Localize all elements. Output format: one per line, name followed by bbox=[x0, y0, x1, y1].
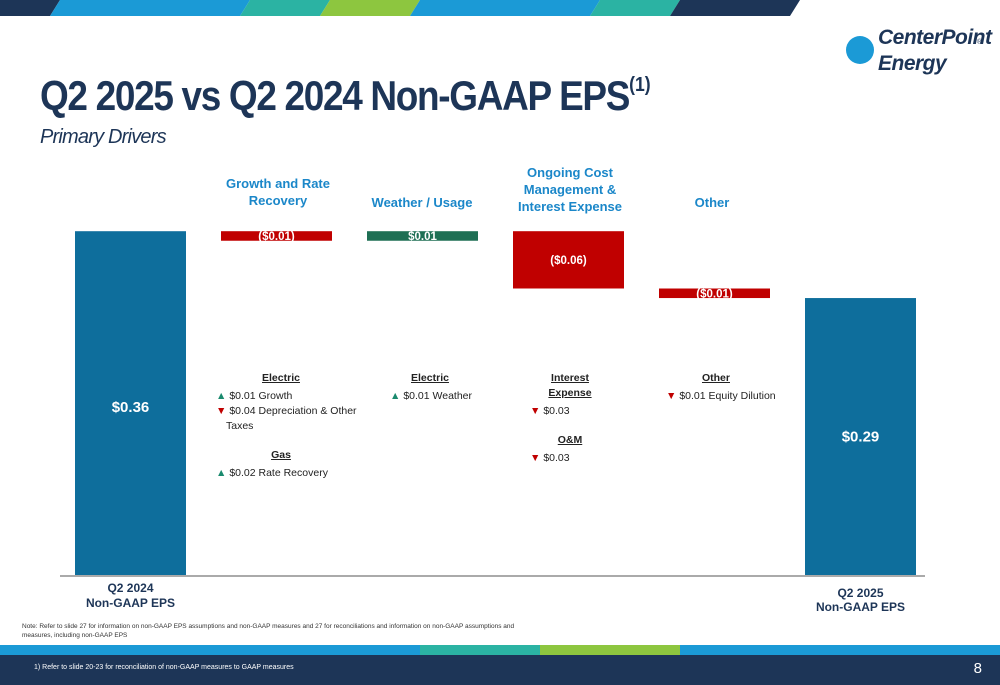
down-arrow-icon: ▼ bbox=[530, 405, 544, 417]
driver-item: ▼ $0.01 Equity Dilution bbox=[666, 389, 776, 404]
page-title: Q2 2025 vs Q2 2024 Non-GAAP EPS(1) bbox=[40, 72, 651, 120]
driver-item: ▲ $0.02 Rate Recovery bbox=[216, 466, 346, 481]
driver-group: Interest Expense ▼ $0.03 bbox=[530, 371, 610, 419]
category-header-weather-usage: Weather / Usage bbox=[357, 194, 487, 211]
driver-item-text: $0.03 bbox=[543, 405, 570, 417]
bar-label-step-2: $0.01 bbox=[408, 231, 437, 243]
driver-group-heading: Electric bbox=[262, 372, 300, 384]
page-subtitle: Primary Drivers bbox=[40, 126, 167, 148]
driver-item: ▲ $0.01 Growth bbox=[216, 389, 346, 404]
driver-item-text: $0.01 Equity Dilution bbox=[679, 390, 776, 402]
logo-circle-icon bbox=[846, 36, 874, 64]
driver-group-heading: O&M bbox=[557, 434, 583, 446]
up-arrow-icon: ▲ bbox=[390, 390, 404, 402]
driver-item: ▼ $0.04 Depreciation & Other bbox=[216, 404, 357, 419]
x-label-end-line1: Q2 2025 bbox=[837, 586, 883, 600]
centerpoint-energy-logo: CenterPoint Energy ® bbox=[846, 26, 992, 82]
driver-group-heading: Gas bbox=[271, 449, 291, 461]
category-header-line: Interest Expense bbox=[517, 199, 623, 214]
driver-item-text: $0.02 Rate Recovery bbox=[229, 467, 328, 479]
driver-details-weather-usage: Electric ▲ $0.01 Weather bbox=[390, 371, 472, 404]
page-number: 8 bbox=[973, 660, 982, 677]
driver-item: ▼ $0.03 bbox=[530, 404, 610, 419]
driver-item-text: $0.01 Weather bbox=[403, 390, 472, 402]
category-header-line: Ongoing Cost bbox=[527, 165, 613, 180]
up-arrow-icon: ▲ bbox=[216, 467, 230, 479]
driver-item: ▲ $0.01 Weather bbox=[390, 389, 472, 404]
driver-group-heading: Interest Expense bbox=[548, 372, 592, 399]
driver-item-text: $0.03 bbox=[543, 452, 570, 464]
category-header-line: Growth and Rate bbox=[225, 176, 330, 191]
driver-item-continuation: Taxes bbox=[226, 420, 254, 432]
driver-group: Electric ▲ $0.01 Weather bbox=[390, 371, 472, 404]
bar-label-start: $0.36 bbox=[112, 399, 150, 416]
driver-group: Electric ▲ $0.01 Growth ▼ $0.04 Depreciati… bbox=[216, 371, 357, 434]
down-arrow-icon: ▼ bbox=[530, 452, 544, 464]
category-header-line: Other bbox=[694, 195, 730, 210]
up-arrow-icon: ▲ bbox=[216, 390, 230, 402]
driver-group-heading: Electric bbox=[411, 372, 449, 384]
driver-group: Other ▼ $0.01 Equity Dilution bbox=[666, 371, 776, 404]
bar-step-2 bbox=[367, 231, 478, 241]
bar-step-1 bbox=[221, 231, 332, 241]
category-header-line: Management & bbox=[523, 182, 617, 197]
title-footnote-marker: (1) bbox=[629, 74, 651, 96]
disclaimer-note: Note: Refer to slide 27 for information … bbox=[22, 623, 515, 639]
bar-label-step-3: ($0.06) bbox=[550, 255, 587, 267]
driver-details-other: Other ▼ $0.01 Equity Dilution bbox=[666, 371, 776, 404]
bar-label-step-4: ($0.01) bbox=[696, 288, 733, 300]
bar-step-3 bbox=[513, 231, 624, 289]
bar-label-step-1: ($0.01) bbox=[258, 231, 295, 243]
logo-registered-mark: ® bbox=[977, 39, 983, 46]
bar-end-q2-2025 bbox=[805, 298, 916, 575]
down-arrow-icon: ▼ bbox=[216, 405, 230, 417]
footer-bar bbox=[0, 655, 1000, 685]
category-header-cost-management: Ongoing Cost Management & Interest Expense bbox=[505, 164, 635, 215]
bar-label-end: $0.29 bbox=[842, 429, 880, 446]
driver-item-text: $0.04 Depreciation & Other bbox=[229, 405, 357, 417]
driver-item-text: $0.01 Growth bbox=[229, 390, 293, 402]
driver-item: ▼ $0.03 bbox=[530, 451, 610, 466]
bar-step-4 bbox=[659, 288, 770, 299]
category-header-growth-rate-recovery: Growth and Rate Recovery bbox=[213, 175, 343, 209]
logo-text-line1: CenterPoint bbox=[878, 26, 992, 49]
category-header-line: Recovery bbox=[248, 193, 308, 208]
top-decorative-stripes bbox=[0, 0, 800, 16]
bottom-decorative-stripes bbox=[0, 645, 1000, 655]
x-label-end-line2: Non-GAAP EPS bbox=[816, 600, 905, 614]
footnote: 1) Refer to slide 20-23 for reconciliati… bbox=[34, 664, 294, 671]
bar-start-q2-2024 bbox=[75, 231, 186, 575]
driver-details-cost-management: Interest Expense ▼ $0.03 O&M ▼ $0.03 bbox=[530, 371, 610, 466]
page-title-text: Q2 2025 vs Q2 2024 Non-GAAP EPS bbox=[40, 72, 630, 119]
category-header-other: Other bbox=[647, 194, 777, 211]
driver-details-growth-rate-recovery: Electric ▲ $0.01 Growth ▼ $0.04 Depreciati… bbox=[216, 371, 357, 481]
x-label-start-line2: Non-GAAP EPS bbox=[86, 596, 175, 610]
x-label-start-line1: Q2 2024 bbox=[107, 581, 153, 595]
down-arrow-icon: ▼ bbox=[666, 390, 680, 402]
logo-text-line2: Energy bbox=[878, 52, 947, 75]
driver-group-heading: Other bbox=[701, 372, 730, 384]
category-header-line: Weather / Usage bbox=[371, 195, 473, 210]
driver-group: O&M ▼ $0.03 bbox=[530, 433, 610, 466]
driver-group: Gas ▲ $0.02 Rate Recovery bbox=[216, 448, 346, 481]
